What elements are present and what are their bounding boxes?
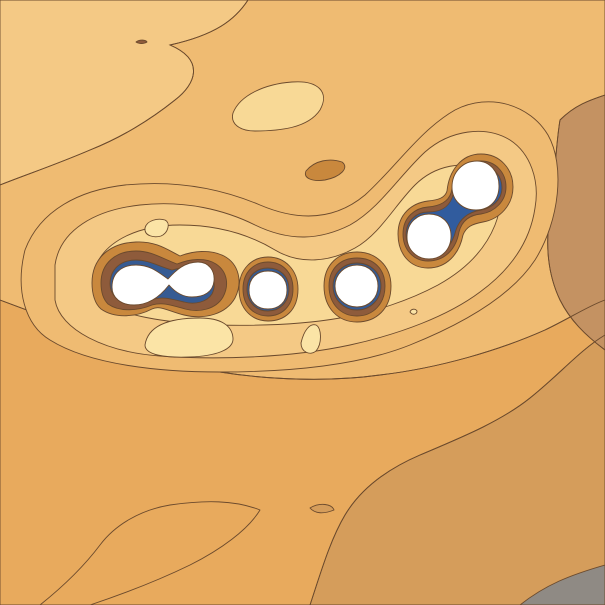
- peak-right-hole-upper: [451, 160, 500, 211]
- upper-small-island: [232, 81, 324, 132]
- outline-upper-left-boundary: [0, 0, 249, 186]
- ridge-highlight-center: [300, 324, 321, 354]
- ridge-highlight-left-top: [144, 218, 169, 238]
- small-lower-left-island: [39, 501, 261, 605]
- ridge-highlight-left: [144, 317, 234, 358]
- brown-spot: [304, 159, 346, 181]
- peak-left-hole: [111, 261, 215, 306]
- peak-center-left-hole: [248, 270, 288, 310]
- outline-lower-boundary: [309, 334, 605, 605]
- peak-right-hole-lower: [406, 213, 452, 260]
- far-left-dot: [135, 39, 148, 44]
- peaks: [91, 153, 514, 323]
- small-features: [135, 39, 346, 514]
- ridge-highlight-right-dot: [409, 308, 418, 315]
- lower-mid-dot: [309, 503, 335, 514]
- peak-center-right-hole: [334, 264, 379, 308]
